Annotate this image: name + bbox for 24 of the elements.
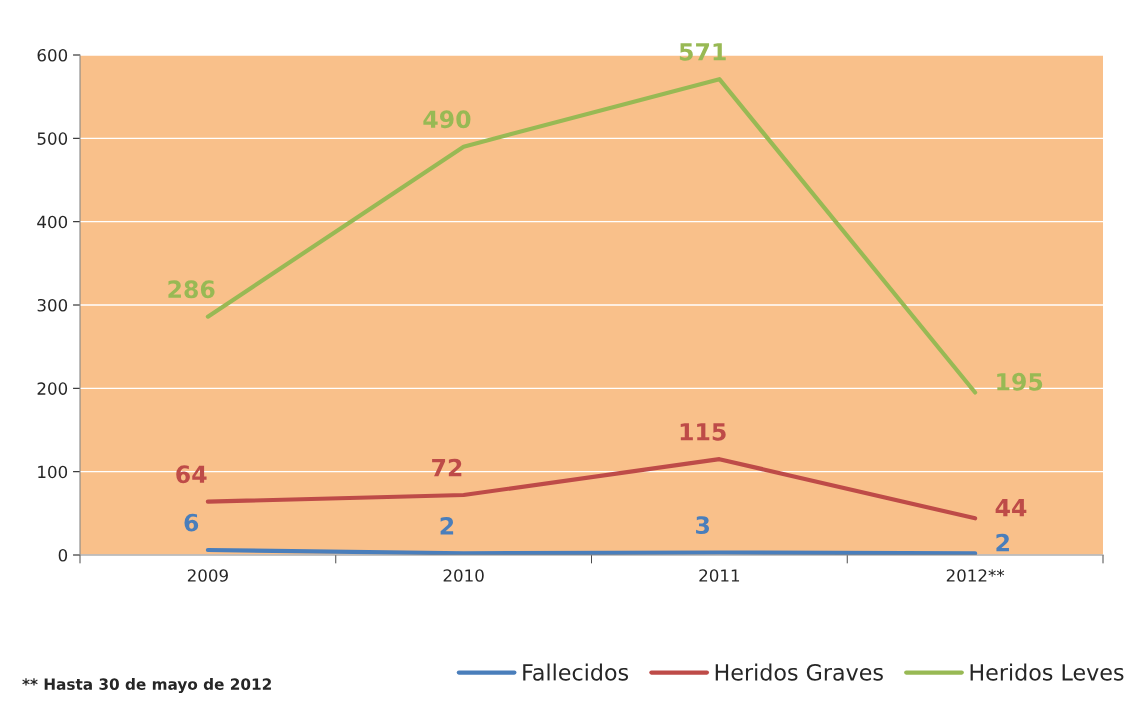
y-tick-label: 0: [58, 548, 68, 562]
data-label: 2: [440, 517, 454, 535]
y-tick-label: 200: [37, 382, 68, 395]
x-tick-label: 2009: [187, 569, 228, 582]
data-label: 44: [995, 498, 1027, 517]
y-tick-label: 600: [37, 48, 68, 62]
legend-label: Heridos Graves: [715, 663, 883, 681]
x-tick-label: 2011: [699, 569, 740, 582]
x-tick-label: 2010: [443, 569, 484, 582]
data-label: 3: [696, 516, 710, 535]
data-label: 6: [184, 513, 199, 532]
legend-label: Fallecidos: [523, 663, 629, 681]
y-tick-label: 500: [37, 132, 68, 145]
y-tick-label: 400: [37, 215, 68, 229]
data-label: 286: [168, 280, 215, 299]
text: ** Hasta 30 de mayo de 2012: [22, 678, 271, 693]
data-label: 195: [997, 372, 1043, 391]
y-tick-label: 300: [37, 298, 68, 312]
y-tick-label: 100: [38, 465, 68, 479]
x-tick-label: 2012**: [946, 569, 1005, 582]
legend-label: Heridos Leves: [970, 663, 1124, 681]
data-label: 490: [423, 110, 471, 129]
data-label: 2: [996, 533, 1009, 552]
data-label: 115: [680, 423, 726, 441]
